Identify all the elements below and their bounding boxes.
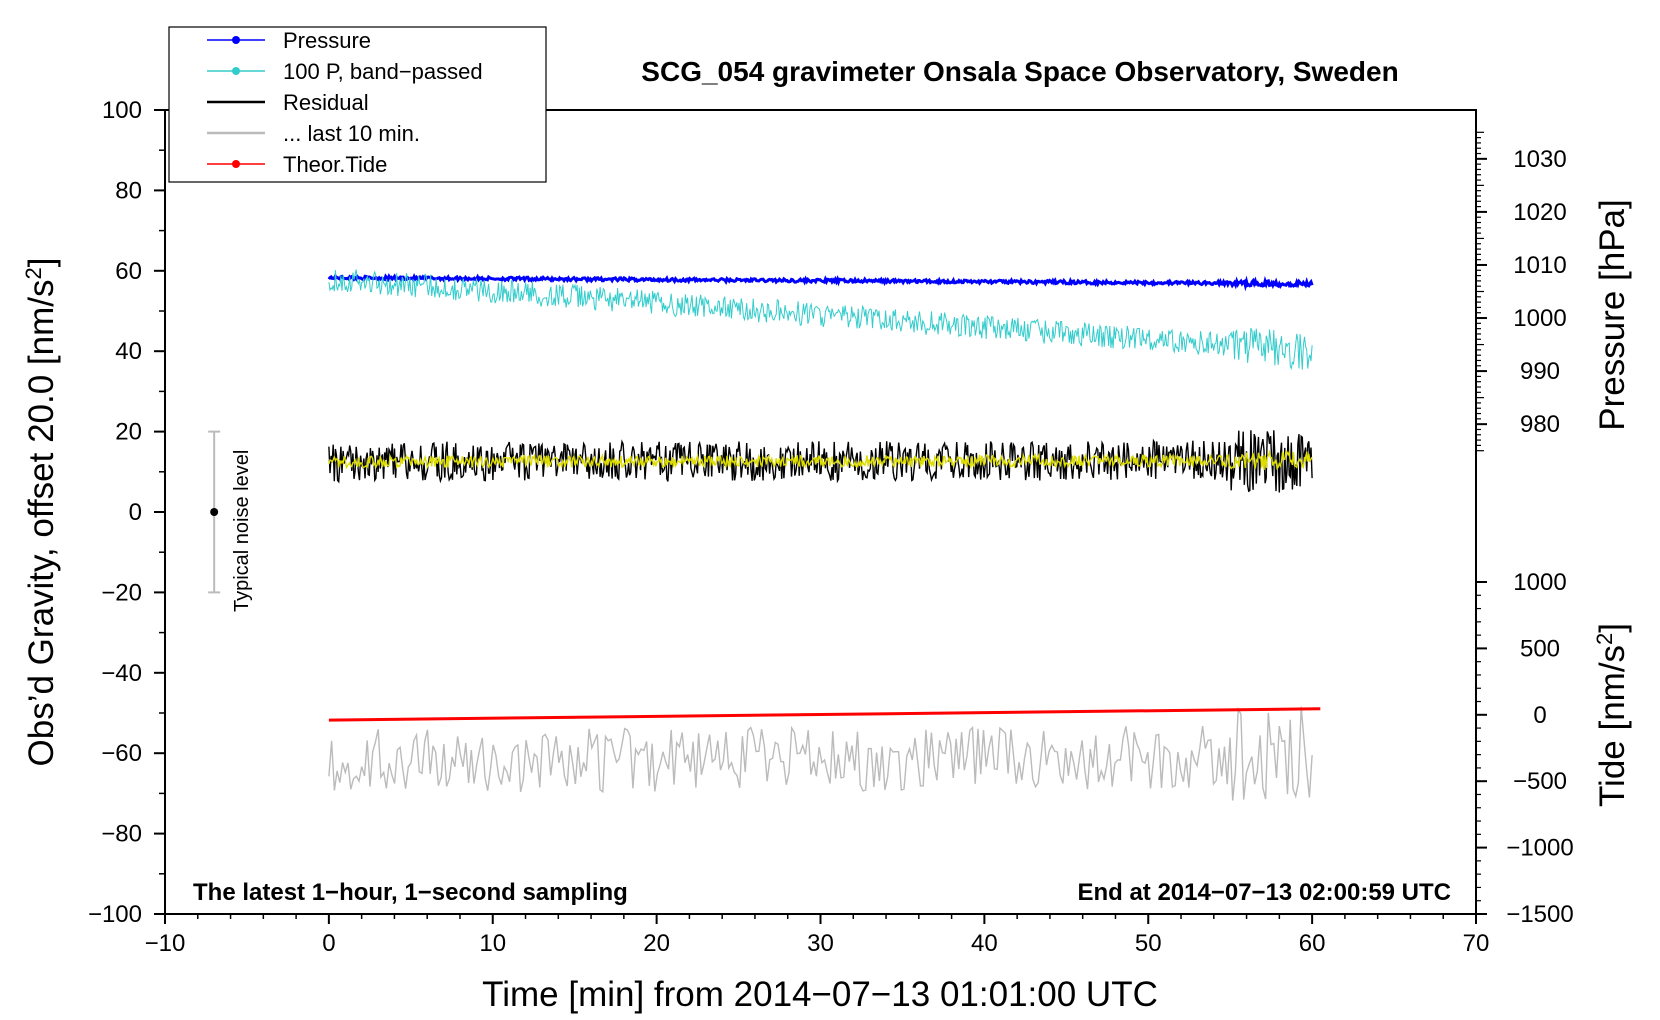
legend-marker-100-p-band-passed <box>232 67 240 75</box>
x-axis-title: Time [min] from 2014−07−13 01:01:00 UTC <box>482 975 1158 1014</box>
x-tick-label: 20 <box>643 930 670 957</box>
x-tick-label: −10 <box>145 930 186 957</box>
chart-title: SCG_054 gravimeter Onsala Space Observat… <box>641 56 1398 87</box>
x-tick-label: 0 <box>322 930 335 957</box>
x-tick-label: 50 <box>1135 930 1162 957</box>
pressure-tick-label: 1000 <box>1513 305 1566 332</box>
series-line-theor-tide <box>328 707 1321 722</box>
tide-axis-title-end: ] <box>1593 623 1632 633</box>
tide-axis-title-main: Tide [nm/s <box>1593 645 1632 807</box>
y-axis-ticks: 100 80 60 40 20 0 −20 −40 −60 −80 −100 <box>88 97 165 928</box>
noise-center-dot <box>210 508 219 516</box>
noise-label: Typical noise level <box>231 450 253 612</box>
legend-label-100-p-band-passed: 100 P, band−passed <box>283 59 483 84</box>
y-tick-label: 80 <box>115 177 142 204</box>
plot-frame <box>164 109 1477 915</box>
pressure-tick-label: 980 <box>1520 411 1560 438</box>
y-axis-title-sup: 2 <box>21 267 46 279</box>
y-tick-label: 100 <box>102 97 142 124</box>
y-tick-label: 60 <box>115 258 142 285</box>
y-tick-label: 20 <box>115 419 142 446</box>
legend-marker-pressure <box>232 36 240 44</box>
tide-tick-label: −1500 <box>1506 901 1573 928</box>
series-line-pressure <box>327 272 1314 292</box>
legend: Pressure 100 P, band−passed Residual ... la… <box>168 26 547 183</box>
legend-label-pressure: Pressure <box>283 28 371 53</box>
tide-axis-title-sup: 2 <box>1592 633 1617 645</box>
y-tick-label: −100 <box>88 901 142 928</box>
pressure-axis-ticks: 980 990 1000 1010 1020 1030 <box>1476 131 1567 452</box>
x-tick-label: 30 <box>807 930 834 957</box>
y-tick-label: −20 <box>101 579 142 606</box>
legend-label-residual: Residual <box>283 90 369 115</box>
tide-axis-ticks: 1000 500 0 −500 −1000 −1500 <box>1476 569 1574 928</box>
legend-box <box>168 26 547 183</box>
series-line-residual-smoothed <box>328 449 1313 471</box>
pressure-axis-title: Pressure [hPa] <box>1593 199 1632 431</box>
y-axis-title-end: ] <box>22 258 61 268</box>
footer-right-note: End at 2014−07−13 02:00:59 UTC <box>1077 879 1451 906</box>
x-tick-label: 10 <box>479 930 506 957</box>
noise-indicator <box>208 430 221 594</box>
x-tick-label: 40 <box>971 930 998 957</box>
series-line--last-10-min- <box>328 706 1313 801</box>
tide-axis-title: Tide [nm/s2] <box>1592 623 1632 807</box>
y-tick-label: −80 <box>101 821 142 848</box>
pressure-tick-label: 1030 <box>1513 146 1566 173</box>
pressure-tick-label: 1010 <box>1513 252 1566 279</box>
series-line-100-p-band-passed <box>328 269 1313 371</box>
y-tick-label: 0 <box>129 499 142 526</box>
legend-marker-theor-tide <box>232 160 240 168</box>
tide-tick-label: −500 <box>1513 768 1567 795</box>
series-line-residual <box>328 430 1313 493</box>
y-axis-title-main: Obs’d Gravity, offset 20.0 [nm/s <box>22 280 61 767</box>
x-tick-label: 60 <box>1299 930 1326 957</box>
x-axis-ticks: −10 0 10 20 30 40 50 60 70 <box>145 914 1490 957</box>
y-tick-label: 40 <box>115 338 142 365</box>
y-axis-title: Obs’d Gravity, offset 20.0 [nm/s2] <box>21 258 61 767</box>
legend-label-theor-tide: Theor.Tide <box>283 152 387 177</box>
tide-tick-label: 500 <box>1520 635 1560 662</box>
tide-tick-label: −1000 <box>1506 835 1573 862</box>
y-tick-label: −60 <box>101 740 142 767</box>
series-group <box>327 269 1321 801</box>
pressure-tick-label: 990 <box>1520 358 1560 385</box>
tide-tick-label: 1000 <box>1513 569 1566 596</box>
tide-tick-label: 0 <box>1533 702 1546 729</box>
y-tick-label: −40 <box>101 660 142 687</box>
pressure-tick-label: 1020 <box>1513 199 1566 226</box>
legend-label--last-10-min-: ... last 10 min. <box>283 121 420 146</box>
x-tick-label: 70 <box>1463 930 1490 957</box>
footer-left-note: The latest 1−hour, 1−second sampling <box>193 879 628 906</box>
